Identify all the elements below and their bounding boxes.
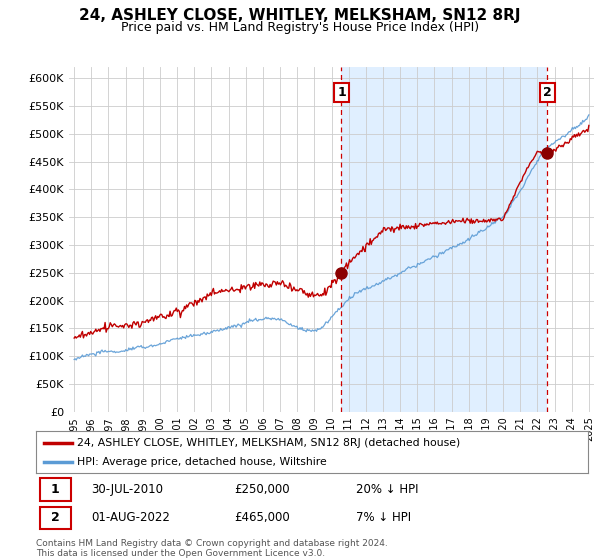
Text: Contains HM Land Registry data © Crown copyright and database right 2024.
This d: Contains HM Land Registry data © Crown c… xyxy=(36,539,388,558)
Text: HPI: Average price, detached house, Wiltshire: HPI: Average price, detached house, Wilt… xyxy=(77,457,327,467)
Text: 24, ASHLEY CLOSE, WHITLEY, MELKSHAM, SN12 8RJ (detached house): 24, ASHLEY CLOSE, WHITLEY, MELKSHAM, SN1… xyxy=(77,437,461,447)
Text: 7% ↓ HPI: 7% ↓ HPI xyxy=(356,511,411,524)
Text: 2: 2 xyxy=(543,86,552,99)
Text: £250,000: £250,000 xyxy=(235,483,290,496)
FancyBboxPatch shape xyxy=(40,478,71,501)
Text: 30-JUL-2010: 30-JUL-2010 xyxy=(91,483,163,496)
Text: 1: 1 xyxy=(337,86,346,99)
Bar xyxy=(341,67,547,412)
FancyBboxPatch shape xyxy=(40,507,71,529)
Text: £465,000: £465,000 xyxy=(235,511,290,524)
Text: 20% ↓ HPI: 20% ↓ HPI xyxy=(356,483,419,496)
Text: 2: 2 xyxy=(51,511,59,524)
Text: Price paid vs. HM Land Registry's House Price Index (HPI): Price paid vs. HM Land Registry's House … xyxy=(121,21,479,34)
Text: 1: 1 xyxy=(51,483,59,496)
Text: 01-AUG-2022: 01-AUG-2022 xyxy=(91,511,170,524)
Text: 24, ASHLEY CLOSE, WHITLEY, MELKSHAM, SN12 8RJ: 24, ASHLEY CLOSE, WHITLEY, MELKSHAM, SN1… xyxy=(79,8,521,24)
